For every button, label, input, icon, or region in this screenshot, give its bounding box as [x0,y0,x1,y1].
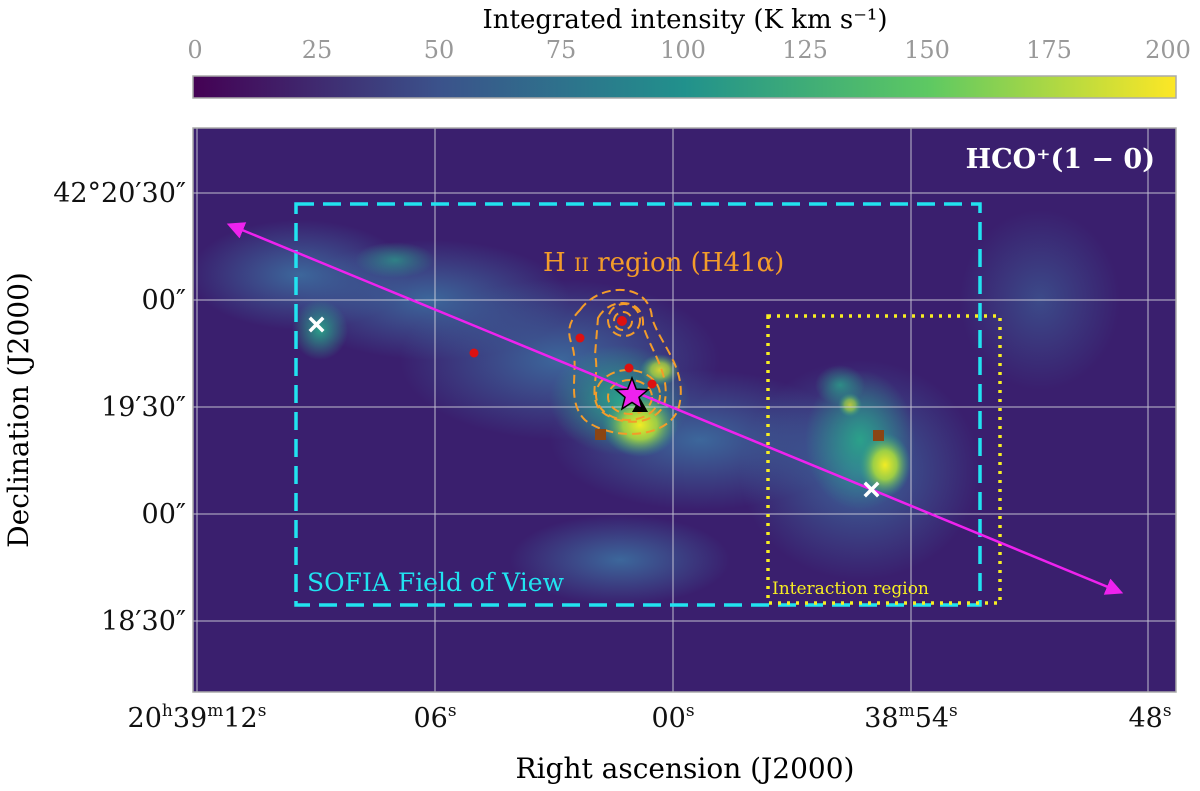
colorbar-tick: 25 [302,36,333,64]
y-axis-label: Declination (J2000) [2,272,35,548]
x-axis-label: Right ascension (J2000) [516,752,855,785]
x-tick: 20h39m12s [128,701,267,734]
red-points [469,316,657,389]
colorbar-ticks: 0 25 50 75 100 125 150 175 200 [187,36,1191,64]
brown-square [595,429,606,440]
red-point [469,348,479,358]
y-tick: 42°20′30″ [53,178,186,209]
y-tick: 00″ [142,499,186,530]
x-ticks: 20h39m12s 06s 00s 38m54s 48s [128,701,1172,734]
colorbar-label: Integrated intensity (K km s⁻¹) [482,5,887,35]
white-crosses [308,316,880,498]
brown-square [873,430,884,441]
colorbar-tick: 0 [187,36,202,64]
species-label: HCO⁺(1 − 0) [966,144,1155,175]
y-tick: 19′30″ [101,392,186,423]
colorbar-tick: 75 [546,36,577,64]
interaction-region-label: Interaction region [772,579,929,599]
map-frame [192,127,1177,693]
x-tick: 00s [651,701,694,734]
x-tick: 38m54s [864,701,958,734]
red-point [617,316,627,326]
sofia-fov-label: SOFIA Field of View [307,568,565,597]
x-tick: 48s [1128,701,1171,734]
y-tick: 18′30″ [101,606,186,637]
white-cross [308,316,325,333]
colorbar [192,75,1177,99]
intensity-map [193,128,1176,692]
y-tick: 00″ [142,285,186,316]
emission-core [838,393,862,417]
magenta-star [613,375,651,411]
emission-clump [355,242,435,278]
sofia-fov-box [294,202,982,607]
y-ticks: 42°20′30″ 00″ 19′30″ 00″ 18′30″ [53,178,186,637]
emission-core [640,354,680,386]
white-cross [863,481,880,498]
red-point [575,333,585,343]
colorbar-tick: 200 [1145,36,1191,64]
colorbar-tick: 125 [782,36,828,64]
red-point [624,363,634,373]
colorbar-tick: 175 [1026,36,1072,64]
colorbar-tick: 150 [904,36,950,64]
red-point [647,379,657,389]
colorbar-tick: 50 [424,36,455,64]
brown-squares [595,429,884,441]
colorbar-tick: 100 [660,36,706,64]
x-tick: 06s [413,701,456,734]
direction-arrow [226,222,1124,595]
